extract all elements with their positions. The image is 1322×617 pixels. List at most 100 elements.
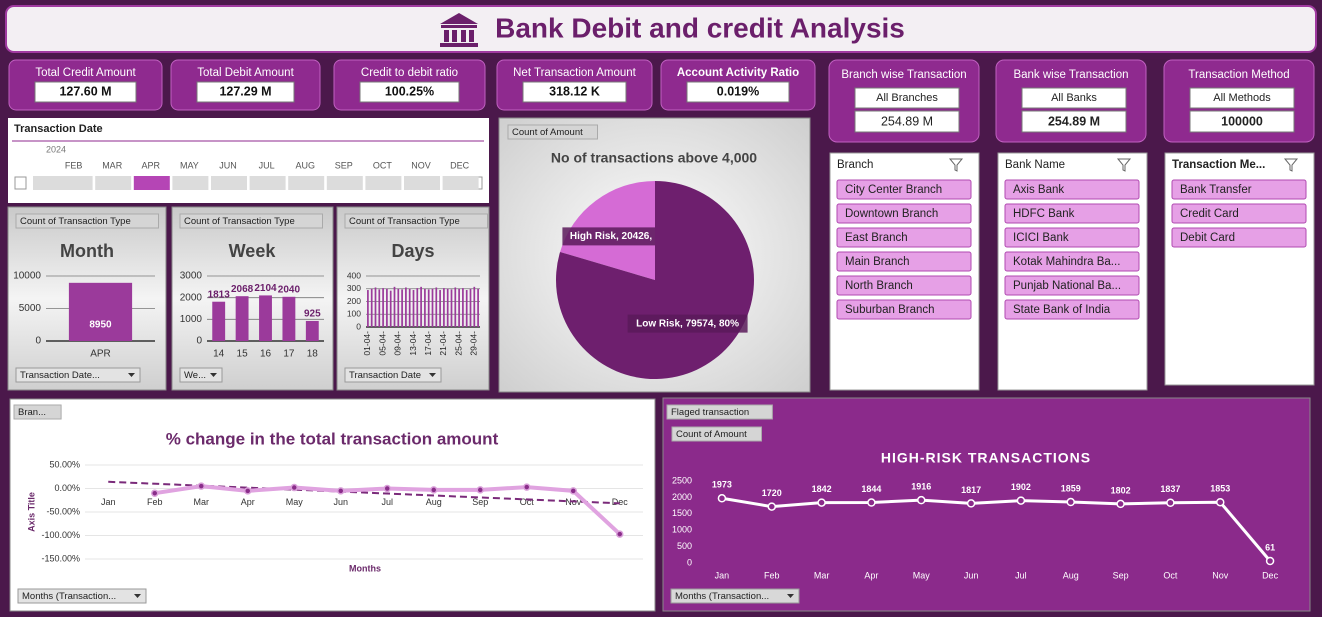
- timeline-month: SEP: [335, 160, 353, 170]
- slicer-item[interactable]: [1004, 227, 1140, 248]
- kpi-value: 318.12 K: [549, 84, 600, 98]
- field-button[interactable]: [179, 213, 323, 229]
- slicer-item[interactable]: [836, 275, 972, 296]
- slicer-item[interactable]: [1171, 179, 1307, 200]
- slicer-title: Branch: [837, 159, 873, 171]
- data-label-box: [562, 227, 683, 246]
- bar: [469, 288, 472, 327]
- timeline-cell[interactable]: [133, 176, 170, 190]
- timeline-cell[interactable]: [95, 176, 132, 190]
- trend-line: [108, 480, 620, 505]
- bar: [305, 320, 319, 341]
- field-button-label: Bran...: [18, 407, 46, 418]
- timeline-cell[interactable]: [211, 176, 247, 190]
- y-tick-label: 400: [347, 270, 361, 280]
- filter-icon[interactable]: [1283, 158, 1299, 172]
- timeline-cell[interactable]: [365, 176, 402, 190]
- kpi-value-box: [359, 81, 460, 103]
- bar: [397, 288, 400, 327]
- slicer-item[interactable]: [836, 251, 972, 272]
- bar: [477, 288, 479, 327]
- bar: [465, 290, 468, 327]
- slicer-item[interactable]: [1004, 203, 1140, 224]
- dropdown-arrow: [787, 594, 794, 598]
- y-tick-label: 100: [347, 309, 361, 319]
- slicer-item-label: HDFC Bank: [1013, 208, 1075, 220]
- timeline-month: AUG: [295, 160, 315, 170]
- slicer-item-label: East Branch: [845, 232, 908, 244]
- data-point: [476, 486, 484, 494]
- field-button[interactable]: [507, 124, 598, 140]
- dropdown[interactable]: [15, 367, 141, 383]
- y-tick-label: 0: [356, 321, 361, 331]
- y-tick-label: 500: [677, 541, 692, 551]
- slicer-item[interactable]: [1171, 227, 1307, 248]
- data-point: [966, 499, 976, 508]
- filter-card-label: Bank wise Transaction: [1013, 69, 1128, 81]
- timeline-cell[interactable]: [56, 176, 93, 190]
- x-tick-label: Apr: [241, 497, 255, 507]
- kpi-label: Total Credit Amount: [35, 67, 136, 79]
- x-tick-label: Mar: [814, 570, 830, 580]
- chart-title: HIGH-RISK TRANSACTIONS: [881, 450, 1091, 466]
- scroll-left[interactable]: [14, 176, 27, 190]
- slicer-item[interactable]: [836, 203, 972, 224]
- timeline-cell[interactable]: [326, 176, 363, 190]
- timeline-cell[interactable]: [249, 176, 286, 190]
- dropdown[interactable]: [17, 588, 147, 604]
- bar: [374, 287, 377, 327]
- dropdown[interactable]: [670, 588, 800, 604]
- slicer-item[interactable]: [1004, 179, 1140, 200]
- x-tick-label: Aug: [1063, 570, 1079, 580]
- data-label: 61: [1265, 542, 1275, 552]
- slicer-item[interactable]: [1004, 299, 1140, 320]
- data-point: [523, 483, 531, 491]
- timeline-cell[interactable]: [442, 176, 479, 190]
- slicer-item[interactable]: [836, 227, 972, 248]
- dropdown[interactable]: [344, 367, 442, 383]
- y-tick-label: 10000: [13, 271, 41, 282]
- slicer-item-label: Axis Bank: [1013, 184, 1064, 196]
- slicer-item[interactable]: [836, 299, 972, 320]
- kpi-value-box: [522, 81, 627, 103]
- data-point: [1265, 556, 1275, 566]
- data-label: 1916: [911, 482, 931, 492]
- bar: [450, 289, 453, 327]
- filter-icon[interactable]: [1116, 158, 1132, 172]
- x-tick-label: 29-04-: [469, 331, 479, 356]
- filter-icon[interactable]: [948, 158, 964, 172]
- filter-selection: All Methods: [1213, 92, 1271, 104]
- field-button[interactable]: [15, 213, 159, 229]
- slicer-title: Transaction Me...: [1172, 159, 1265, 171]
- timeline-cell[interactable]: [288, 176, 325, 190]
- x-tick-label: 25-04-: [453, 331, 463, 356]
- field-button[interactable]: [671, 426, 762, 442]
- bar: [382, 288, 384, 327]
- data-line: [721, 496, 1272, 562]
- timeline-cell[interactable]: [404, 176, 440, 190]
- kpi-value-box: [34, 81, 137, 103]
- slicer-item[interactable]: [1004, 251, 1140, 272]
- field-button[interactable]: [666, 404, 773, 420]
- slicer-item[interactable]: [836, 179, 972, 200]
- bar: [389, 290, 392, 327]
- field-button[interactable]: [13, 404, 62, 420]
- kpi-value: 127.60 M: [59, 84, 111, 98]
- slicer-item-label: Debit Card: [1180, 232, 1235, 244]
- slicer-item-label: Suburban Branch: [845, 304, 935, 316]
- x-tick-label: APR: [90, 349, 111, 360]
- kpi-label: Account Activity Ratio: [677, 67, 799, 79]
- field-button[interactable]: [344, 213, 488, 229]
- dropdown-arrow: [128, 373, 135, 377]
- timeline-month: MAR: [102, 160, 123, 170]
- bar: [443, 288, 445, 327]
- slicer-item[interactable]: [1004, 275, 1140, 296]
- data-point: [430, 486, 438, 494]
- slicer-item-label: North Branch: [845, 280, 913, 292]
- timeline-cell[interactable]: [172, 176, 209, 190]
- filter-selection-box: [1021, 87, 1127, 109]
- y-tick-label: 2000: [672, 492, 692, 502]
- chart-panel: [171, 206, 334, 391]
- dropdown[interactable]: [179, 367, 223, 383]
- slicer-item[interactable]: [1171, 203, 1307, 224]
